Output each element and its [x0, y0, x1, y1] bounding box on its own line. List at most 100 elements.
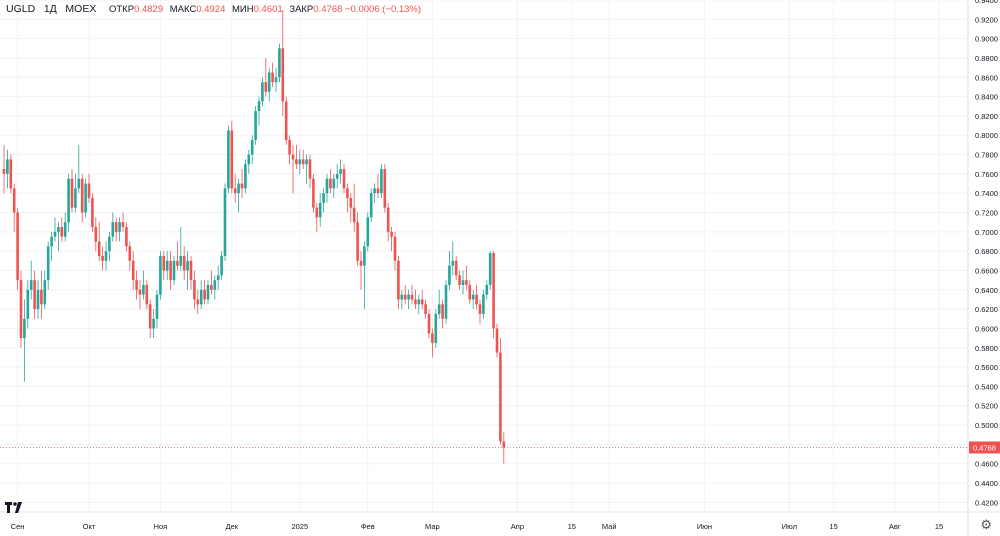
open-label: ОТКР	[108, 4, 135, 15]
candle-body	[468, 284, 472, 300]
candle-body	[441, 304, 444, 319]
candle-body	[159, 256, 162, 295]
candle-body	[210, 284, 213, 290]
candle-body	[189, 260, 193, 281]
candle-body	[325, 178, 329, 194]
candle-body	[148, 304, 152, 329]
candle-body	[165, 260, 169, 271]
y-tick-label: 0.9000	[975, 35, 998, 44]
candle-body	[278, 48, 281, 78]
candle-body	[284, 101, 288, 141]
candle-body	[434, 313, 438, 343]
candle-body	[318, 202, 322, 218]
candle-body	[80, 178, 84, 213]
candle-body	[67, 178, 70, 223]
gear-icon[interactable]: ⚙	[980, 517, 992, 532]
candle-body	[390, 231, 393, 237]
candle-body	[94, 227, 98, 242]
candle-body	[471, 294, 475, 300]
candle-body	[366, 217, 370, 247]
candle-body	[193, 280, 196, 300]
candle-body	[6, 159, 9, 174]
candle-body	[70, 178, 74, 208]
candle-body	[502, 441, 506, 448]
candle-body	[257, 101, 261, 112]
candle-body	[172, 260, 176, 281]
y-tick-label: 0.5600	[975, 363, 998, 372]
y-tick-label: 0.8800	[975, 54, 998, 63]
candle-body	[108, 236, 111, 252]
candle-body	[448, 265, 451, 285]
candle-body	[301, 159, 305, 165]
symbol-label[interactable]: UGLD	[6, 3, 36, 15]
y-tick-label: 0.4200	[975, 498, 998, 507]
close-value: 0.4768	[313, 4, 343, 15]
candle-body	[104, 251, 108, 261]
candle-body	[315, 207, 319, 218]
y-tick-label: 0.8200	[975, 112, 998, 121]
y-tick-label: 0.8400	[975, 93, 998, 102]
candle-body	[135, 280, 138, 290]
candle-body	[356, 222, 359, 261]
candle-body	[244, 164, 247, 189]
candle-body	[237, 183, 240, 194]
last-price-label: 0.4768	[973, 443, 996, 452]
candle-body	[420, 299, 424, 305]
candle-body	[410, 294, 414, 300]
candle-body	[335, 173, 339, 179]
y-tick-label: 0.9400	[975, 0, 998, 5]
last-price-tag	[969, 441, 1000, 454]
candle-body	[12, 188, 16, 213]
candle-body	[488, 253, 492, 285]
candle-body	[403, 294, 407, 300]
candle-body	[339, 169, 342, 174]
candle-body	[329, 178, 332, 189]
x-tick-label: 2025	[291, 522, 308, 531]
candle-body	[213, 280, 217, 290]
candle-body	[451, 260, 455, 266]
candle-body	[199, 289, 203, 305]
candle-body	[152, 318, 155, 329]
x-tick-label: Май	[602, 522, 617, 531]
candle-body	[26, 289, 30, 319]
low-value: 0.4601	[253, 4, 283, 15]
x-tick-label: Мар	[425, 522, 440, 531]
candle-body	[298, 159, 302, 165]
candle-body	[223, 188, 227, 256]
candle-body	[492, 253, 495, 329]
y-tick-label: 0.6800	[975, 247, 998, 256]
y-tick-label: 0.6200	[975, 305, 998, 314]
candle-body	[216, 275, 220, 281]
x-tick-label: Ноя	[154, 522, 168, 531]
candle-body	[155, 294, 159, 319]
interval-label[interactable]: 1Д	[43, 3, 57, 15]
candle-body	[373, 188, 376, 194]
candle-body	[400, 294, 404, 300]
candle-body	[359, 260, 363, 266]
candle-body	[230, 130, 234, 189]
candle-body	[393, 236, 397, 261]
candle-body	[499, 352, 502, 442]
open-value: 0.4829	[134, 4, 164, 15]
candle-body	[196, 299, 200, 305]
candle-body	[437, 304, 441, 314]
candle-body	[247, 154, 251, 165]
tradingview-logo-icon[interactable]	[4, 500, 26, 518]
candle-body	[87, 183, 91, 199]
high-value: 0.4924	[196, 4, 226, 15]
candle-body	[475, 294, 478, 305]
candle-body	[142, 284, 145, 295]
candle-body	[288, 140, 291, 155]
candle-body	[138, 289, 142, 295]
candle-body	[376, 188, 380, 194]
x-tick-label: 15	[935, 522, 943, 531]
candle-body	[57, 227, 60, 232]
y-tick-label: 0.7200	[975, 209, 998, 218]
x-tick-label: Окт	[83, 522, 96, 531]
chart-header: UGLD 1Д MOEX ОТКР0.4829 МАКС0.4924 МИН0.…	[6, 3, 421, 15]
candle-body	[383, 169, 387, 208]
candle-body	[271, 72, 274, 83]
candle-body	[101, 256, 104, 261]
x-tick-label: 15	[829, 522, 837, 531]
